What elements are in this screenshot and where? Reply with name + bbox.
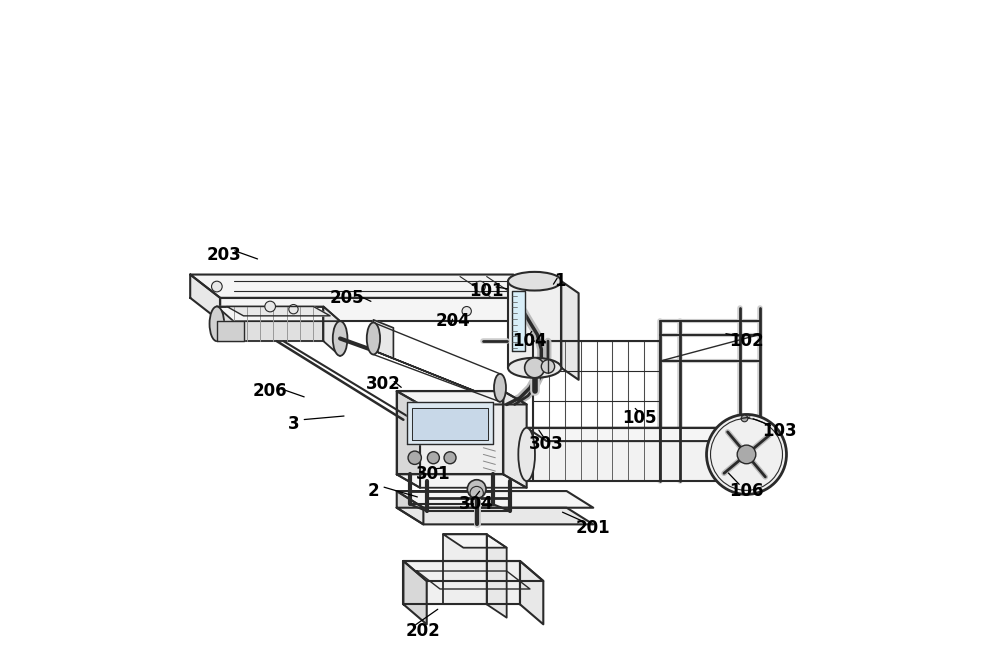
Polygon shape [190, 274, 543, 298]
Ellipse shape [508, 272, 561, 290]
Polygon shape [412, 408, 488, 440]
Circle shape [541, 360, 555, 373]
Polygon shape [527, 427, 747, 481]
Ellipse shape [333, 321, 347, 356]
Polygon shape [403, 561, 543, 581]
Polygon shape [508, 281, 561, 368]
Text: 302: 302 [366, 375, 401, 393]
Circle shape [212, 281, 222, 292]
Text: 101: 101 [469, 282, 504, 300]
Ellipse shape [210, 306, 224, 341]
Polygon shape [397, 391, 527, 405]
Polygon shape [527, 427, 766, 441]
Circle shape [525, 358, 545, 378]
Text: 106: 106 [729, 482, 764, 500]
Text: 1: 1 [554, 272, 566, 290]
Circle shape [462, 306, 471, 316]
Polygon shape [323, 306, 340, 356]
Ellipse shape [494, 374, 506, 402]
Polygon shape [397, 474, 527, 488]
Polygon shape [561, 281, 579, 380]
Text: 104: 104 [513, 332, 547, 350]
Ellipse shape [518, 427, 535, 481]
Text: 2: 2 [368, 482, 379, 500]
Text: 105: 105 [623, 409, 657, 427]
Text: 203: 203 [206, 246, 241, 264]
Polygon shape [403, 561, 520, 604]
Text: 301: 301 [416, 466, 451, 484]
Circle shape [289, 304, 298, 314]
Polygon shape [443, 535, 507, 548]
Polygon shape [217, 306, 340, 321]
Circle shape [707, 415, 786, 494]
Text: 201: 201 [576, 518, 611, 537]
Polygon shape [190, 274, 220, 321]
Polygon shape [403, 561, 427, 624]
Polygon shape [487, 535, 507, 617]
Circle shape [475, 281, 485, 292]
Polygon shape [227, 306, 330, 316]
Circle shape [737, 445, 756, 464]
Polygon shape [443, 535, 487, 604]
Ellipse shape [508, 358, 561, 378]
Polygon shape [373, 320, 393, 359]
Polygon shape [397, 391, 503, 474]
Text: 205: 205 [329, 289, 364, 307]
Circle shape [427, 452, 439, 464]
Polygon shape [397, 491, 423, 524]
Text: 206: 206 [253, 382, 287, 400]
Ellipse shape [367, 322, 380, 355]
Polygon shape [220, 298, 543, 321]
Text: 3: 3 [288, 415, 299, 434]
Text: 304: 304 [459, 495, 494, 513]
Polygon shape [397, 508, 593, 524]
Polygon shape [217, 321, 244, 341]
Text: 303: 303 [529, 436, 564, 454]
Polygon shape [397, 491, 593, 508]
Polygon shape [397, 391, 420, 488]
Polygon shape [217, 306, 323, 341]
Text: 103: 103 [763, 422, 797, 440]
Polygon shape [373, 351, 520, 409]
Circle shape [444, 452, 456, 464]
Text: 102: 102 [729, 332, 764, 350]
Circle shape [265, 301, 275, 312]
Text: 204: 204 [436, 312, 471, 330]
Polygon shape [407, 403, 493, 444]
Circle shape [408, 451, 421, 464]
Polygon shape [520, 561, 543, 624]
Polygon shape [512, 291, 525, 351]
Text: 202: 202 [406, 622, 441, 640]
Circle shape [467, 480, 486, 498]
Circle shape [741, 415, 748, 421]
Polygon shape [503, 391, 527, 488]
